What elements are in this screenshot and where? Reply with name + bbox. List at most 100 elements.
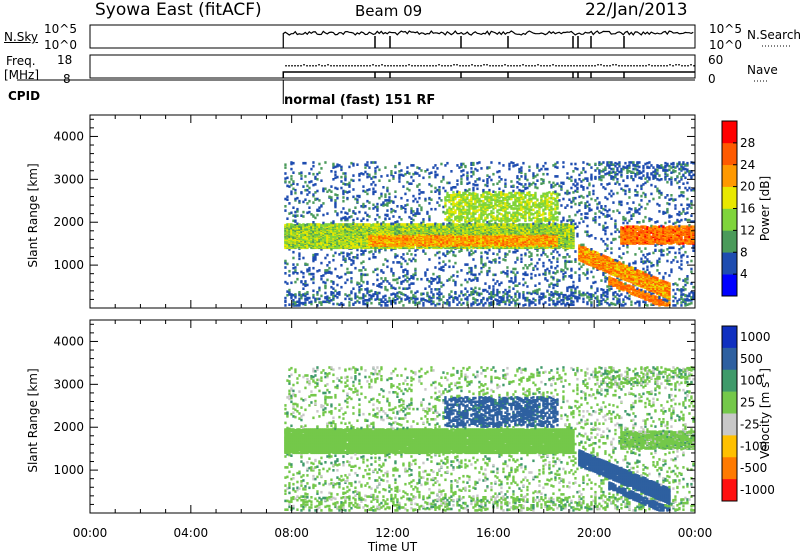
heatmap-cell — [328, 227, 331, 231]
heatmap-cell — [456, 303, 459, 306]
heatmap-cell — [308, 206, 311, 209]
heatmap-cell — [314, 300, 317, 304]
heatmap-cell — [410, 224, 413, 228]
heatmap-cell — [356, 299, 359, 303]
heatmap-cell — [378, 223, 381, 226]
heatmap-cell — [336, 226, 339, 230]
heatmap-cell — [480, 167, 483, 170]
heatmap-cell — [498, 208, 501, 212]
heatmap-cell — [482, 288, 485, 292]
heatmap-cell — [498, 161, 501, 165]
heatmap-cell — [418, 183, 421, 186]
heatmap-cell — [434, 170, 437, 174]
heatmap-cell — [292, 271, 295, 274]
heatmap-cell — [398, 177, 401, 180]
heatmap-cell — [304, 161, 307, 165]
heatmap-cell — [298, 257, 301, 261]
heatmap-cell — [394, 255, 397, 258]
heatmap-cell — [448, 194, 451, 197]
heatmap-cell — [338, 303, 341, 306]
heatmap-cell — [356, 283, 359, 286]
heatmap-cell — [466, 171, 469, 174]
heatmap-cell — [322, 221, 325, 225]
heatmap-cell — [342, 303, 345, 306]
heatmap-cell — [394, 231, 397, 235]
heatmap-cell — [298, 229, 301, 233]
heatmap-cell — [342, 191, 345, 194]
heatmap-cell — [392, 297, 395, 301]
heatmap-cell — [358, 223, 361, 226]
freq-tick-bottom: 8 — [63, 72, 71, 86]
heatmap-cell — [310, 223, 313, 226]
heatmap-cell — [488, 213, 491, 216]
heatmap-cell — [308, 191, 311, 194]
heatmap-cell — [366, 164, 369, 167]
heatmap-cell — [406, 276, 409, 279]
heatmap-cell — [414, 197, 417, 201]
heatmap-cell — [500, 217, 503, 220]
heatmap-cell — [364, 211, 367, 215]
heatmap-cell — [434, 207, 437, 211]
heatmap-cell — [346, 217, 349, 220]
heatmap-cell — [336, 236, 339, 239]
heatmap-cell — [286, 176, 289, 180]
heatmap-cell — [334, 204, 337, 207]
heatmap-cell — [328, 266, 331, 270]
heatmap-cell — [330, 185, 333, 188]
heatmap-cell — [404, 259, 407, 263]
heatmap-cell — [414, 235, 417, 239]
heatmap-cell — [326, 243, 329, 247]
heatmap-cell — [306, 296, 309, 300]
heatmap-cell — [292, 235, 295, 239]
heatmap-cell — [326, 278, 329, 282]
heatmap-cell — [498, 212, 501, 215]
heatmap-cell — [484, 202, 487, 205]
heatmap-cell — [292, 302, 295, 306]
heatmap-cell — [368, 299, 371, 302]
heatmap-cell — [326, 231, 329, 235]
heatmap-cell — [364, 170, 367, 174]
heatmap-cell — [322, 187, 325, 191]
heatmap-cell — [442, 210, 445, 214]
heatmap-cell — [284, 237, 287, 240]
heatmap-cell — [380, 304, 383, 307]
heatmap-cell — [314, 238, 317, 242]
heatmap-cell — [304, 233, 307, 236]
heatmap-cell — [360, 261, 363, 265]
heatmap-cell — [376, 267, 379, 271]
heatmap-cell — [342, 196, 345, 199]
heatmap-cell — [392, 272, 395, 275]
heatmap-cell — [420, 243, 423, 247]
heatmap-cell — [386, 259, 389, 263]
heatmap-cell — [468, 251, 471, 255]
heatmap-cell — [364, 249, 367, 252]
heatmap-cell — [392, 209, 395, 212]
heatmap-cell — [382, 300, 385, 304]
heatmap-cell — [496, 204, 499, 207]
heatmap-cell — [460, 283, 463, 287]
heatmap-cell — [348, 183, 351, 187]
heatmap-cell — [368, 201, 371, 204]
heatmap-cell — [296, 222, 299, 226]
heatmap-cell — [438, 186, 441, 189]
heatmap-cell — [428, 175, 431, 179]
heatmap-cell — [444, 301, 447, 305]
heatmap-cell — [314, 175, 317, 179]
heatmap-cell — [410, 207, 413, 210]
heatmap-cell — [376, 234, 379, 237]
heatmap-cell — [410, 276, 413, 279]
heatmap-cell — [462, 211, 465, 215]
heatmap-cell — [302, 215, 305, 218]
heatmap-cell — [384, 203, 387, 207]
heatmap-cell — [386, 304, 389, 307]
heatmap-cell — [386, 234, 389, 237]
heatmap-cell — [428, 196, 431, 200]
heatmap-cell — [392, 200, 395, 204]
heatmap-cell — [390, 210, 393, 214]
heatmap-cell — [288, 237, 291, 240]
heatmap-cell — [318, 206, 321, 209]
heatmap-cell — [326, 264, 329, 267]
heatmap-cell — [476, 205, 479, 209]
heatmap-cell — [294, 210, 297, 214]
heatmap-cell — [434, 266, 437, 269]
